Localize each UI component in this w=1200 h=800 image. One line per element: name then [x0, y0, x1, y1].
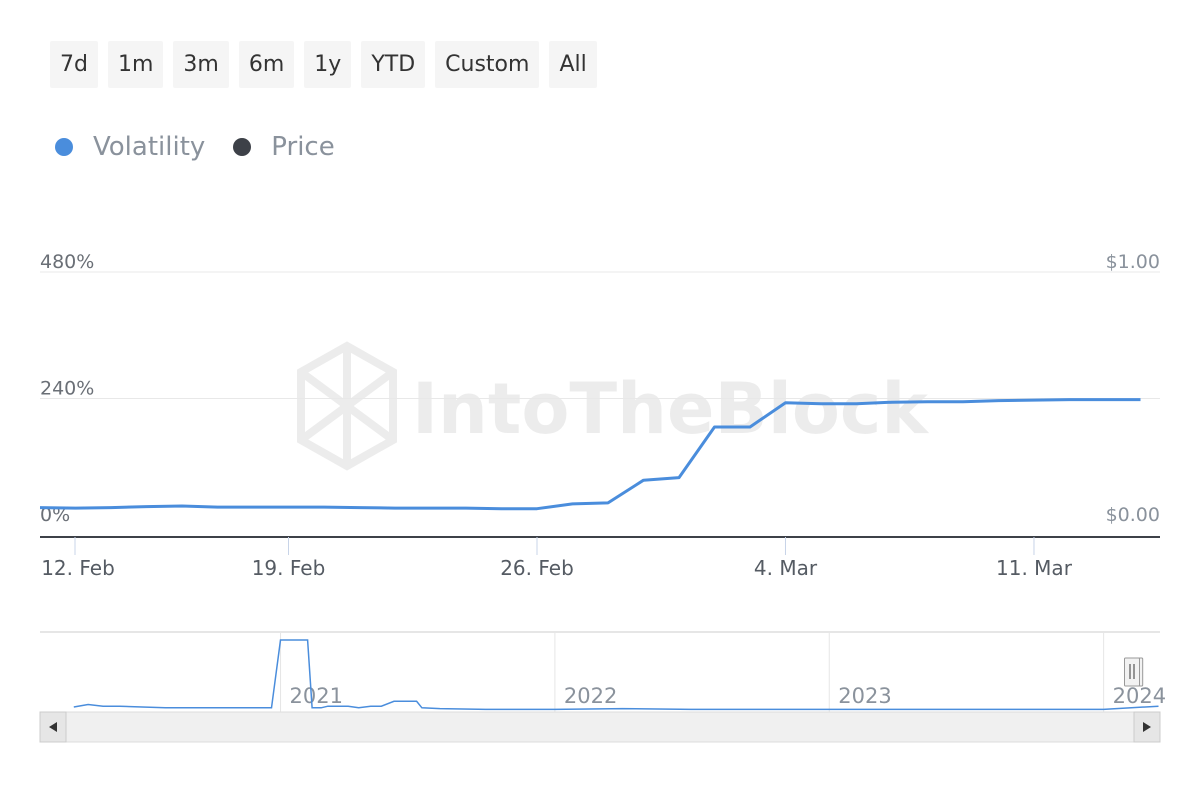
- x-tick-label: 12. Feb: [41, 556, 115, 580]
- y-right-tick-label: $0.00: [1106, 504, 1160, 526]
- legend-item-price[interactable]: Price: [233, 132, 335, 162]
- legend-marker-volatility: [55, 138, 73, 156]
- watermark-logo-icon: [297, 341, 397, 471]
- arrow-right-icon: [1143, 722, 1151, 732]
- navigator-year-label: 2022: [564, 684, 617, 708]
- y-left-tick-label: 480%: [40, 251, 94, 273]
- legend-label-volatility: Volatility: [93, 132, 206, 162]
- series-line-volatility: [39, 398, 1141, 511]
- x-tick-label: 19. Feb: [252, 556, 326, 580]
- legend-label-price: Price: [271, 132, 335, 162]
- navigator-year-label: 2024: [1113, 684, 1166, 708]
- watermark: IntoTheBlock: [297, 341, 929, 471]
- x-tick-label: 26. Feb: [500, 556, 574, 580]
- x-tick-label: 11. Mar: [996, 556, 1073, 580]
- watermark-text: IntoTheBlock: [412, 368, 929, 450]
- arrow-left-icon: [49, 722, 57, 732]
- range-1y-button[interactable]: 1y: [304, 41, 352, 88]
- legend-marker-price: [233, 138, 252, 156]
- y-left-tick-label: 240%: [40, 378, 94, 400]
- range-custom-button[interactable]: Custom: [435, 41, 540, 88]
- range-all-button[interactable]: All: [549, 41, 597, 88]
- navigator-year-label: 2023: [838, 684, 891, 708]
- range-6m-button[interactable]: 6m: [238, 41, 295, 88]
- navigator: 2021 2022 2023 2024: [40, 631, 1166, 712]
- range-3m-button[interactable]: 3m: [173, 41, 229, 88]
- range-selector: 7d 1m 3m 6m 1y YTD Custom All: [50, 41, 597, 88]
- scrollbar-track[interactable]: [39, 711, 1161, 743]
- navigator-year-label: 2021: [290, 684, 343, 708]
- y-right-tick-label: $1.00: [1106, 251, 1160, 273]
- scroll-left-button[interactable]: [39, 711, 67, 743]
- navigator-right-handle[interactable]: [1124, 657, 1140, 687]
- scroll-right-button[interactable]: [1133, 711, 1161, 743]
- range-ytd-button[interactable]: YTD: [361, 41, 426, 88]
- chart-legend: Volatility Price: [55, 132, 335, 162]
- x-tick-label: 4. Mar: [754, 556, 818, 580]
- range-1m-button[interactable]: 1m: [107, 41, 164, 88]
- y-left-tick-label: 0%: [40, 504, 70, 526]
- legend-item-volatility[interactable]: Volatility: [55, 132, 205, 162]
- navigator-overview-line: [73, 639, 1159, 711]
- range-7d-button[interactable]: 7d: [50, 41, 98, 88]
- scrollbar[interactable]: [39, 711, 1161, 743]
